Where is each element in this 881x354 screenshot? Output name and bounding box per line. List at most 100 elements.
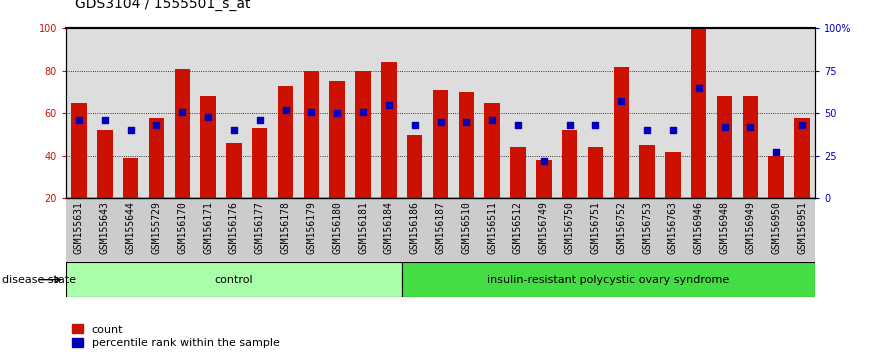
Text: GSM156749: GSM156749 — [539, 201, 549, 254]
Bar — [407, 135, 422, 198]
Point — [408, 122, 422, 128]
Point — [433, 119, 448, 125]
Text: GSM156180: GSM156180 — [332, 201, 342, 254]
Bar — [433, 90, 448, 198]
Text: insulin-resistant polycystic ovary syndrome: insulin-resistant polycystic ovary syndr… — [487, 275, 729, 285]
Text: GSM155631: GSM155631 — [74, 201, 84, 254]
Text: GSM156178: GSM156178 — [280, 201, 291, 254]
Text: GSM156752: GSM156752 — [616, 201, 626, 254]
Bar — [252, 128, 268, 198]
Bar — [350, 198, 376, 262]
Bar — [459, 92, 474, 198]
Bar — [169, 198, 196, 262]
Bar — [402, 198, 427, 262]
Bar — [196, 198, 221, 262]
Bar — [717, 96, 732, 198]
Bar — [66, 262, 402, 297]
Text: GSM156750: GSM156750 — [565, 201, 574, 254]
Bar — [588, 147, 603, 198]
Bar — [221, 198, 247, 262]
Text: GSM155643: GSM155643 — [100, 201, 110, 254]
Bar — [118, 198, 144, 262]
Bar — [609, 198, 634, 262]
Bar — [71, 103, 86, 198]
Text: GSM156170: GSM156170 — [177, 201, 188, 254]
Point — [72, 117, 86, 123]
Point — [563, 122, 577, 128]
Text: GSM156186: GSM156186 — [410, 201, 419, 254]
Bar — [122, 158, 138, 198]
Point — [150, 122, 164, 128]
Point — [744, 124, 758, 130]
Text: GSM156763: GSM156763 — [668, 201, 677, 254]
Legend: count, percentile rank within the sample: count, percentile rank within the sample — [71, 324, 279, 348]
Point — [201, 114, 215, 120]
Point — [485, 117, 500, 123]
Bar — [557, 198, 582, 262]
Bar — [247, 198, 272, 262]
Bar — [505, 198, 531, 262]
Bar — [92, 198, 118, 262]
Point — [304, 109, 318, 114]
Bar — [691, 28, 707, 198]
Bar — [743, 96, 759, 198]
Bar — [795, 118, 810, 198]
Bar — [329, 81, 345, 198]
Point — [98, 117, 112, 123]
Bar — [376, 198, 402, 262]
Bar — [582, 198, 609, 262]
Bar — [174, 69, 190, 198]
Point — [227, 127, 241, 133]
Bar — [355, 71, 371, 198]
Point — [175, 109, 189, 114]
Point — [381, 102, 396, 108]
Bar — [144, 198, 169, 262]
Bar — [97, 130, 113, 198]
Point — [330, 110, 344, 116]
Bar — [634, 198, 660, 262]
Text: GSM155729: GSM155729 — [152, 201, 161, 254]
Point — [459, 119, 473, 125]
Text: GSM156176: GSM156176 — [229, 201, 239, 254]
Bar — [665, 152, 681, 198]
Bar — [768, 156, 784, 198]
Bar — [763, 198, 789, 262]
Text: disease state: disease state — [2, 275, 76, 285]
Bar — [200, 96, 216, 198]
Bar — [737, 198, 763, 262]
Bar — [324, 198, 350, 262]
Text: GSM156753: GSM156753 — [642, 201, 652, 254]
Bar — [536, 160, 552, 198]
Bar — [531, 198, 557, 262]
Text: GSM156949: GSM156949 — [745, 201, 755, 254]
Point — [537, 158, 551, 164]
Bar — [454, 198, 479, 262]
Bar — [304, 71, 319, 198]
Text: GSM156179: GSM156179 — [307, 201, 316, 254]
Text: GSM156511: GSM156511 — [487, 201, 497, 254]
Point — [769, 149, 783, 155]
Point — [253, 117, 267, 123]
Text: GSM156181: GSM156181 — [358, 201, 368, 254]
Text: GSM155644: GSM155644 — [126, 201, 136, 254]
Bar — [272, 198, 299, 262]
Bar — [381, 62, 396, 198]
Bar — [510, 147, 526, 198]
Text: GSM156948: GSM156948 — [720, 201, 729, 254]
Bar — [427, 198, 454, 262]
Bar — [640, 145, 655, 198]
Text: GSM156510: GSM156510 — [462, 201, 471, 254]
Text: GSM156177: GSM156177 — [255, 201, 265, 254]
Bar — [660, 198, 685, 262]
Point — [278, 107, 292, 113]
Text: GSM156184: GSM156184 — [384, 201, 394, 254]
Bar — [226, 143, 241, 198]
Text: GSM156171: GSM156171 — [204, 201, 213, 254]
Bar — [278, 86, 293, 198]
Point — [640, 127, 654, 133]
Point — [614, 98, 628, 104]
Point — [589, 122, 603, 128]
Point — [795, 122, 809, 128]
Point — [692, 85, 706, 91]
Text: GSM156951: GSM156951 — [797, 201, 807, 254]
